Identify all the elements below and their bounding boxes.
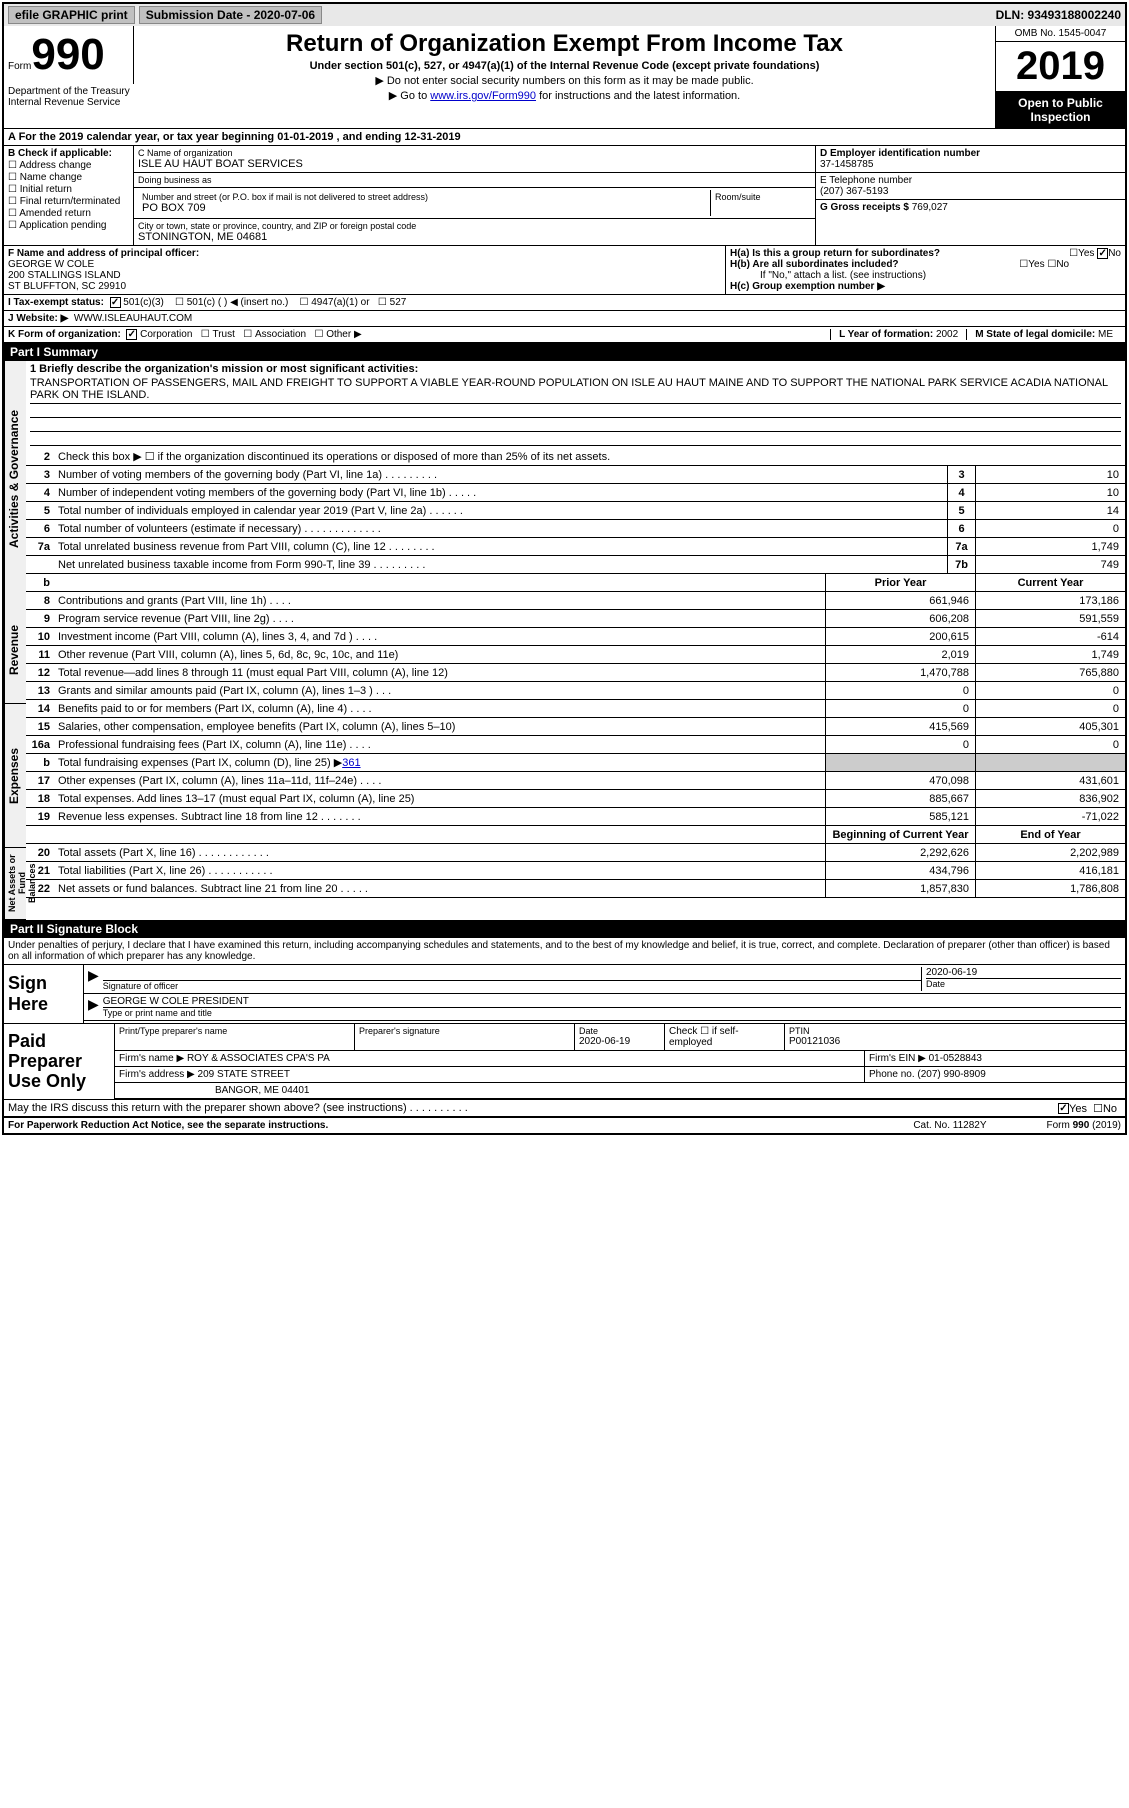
header-row: Form990 Department of the Treasury Inter…	[4, 26, 1125, 129]
officer-name: GEORGE W COLE	[8, 259, 94, 270]
side-expenses: Expenses	[4, 704, 26, 848]
dln: DLN: 93493188002240	[996, 8, 1121, 22]
gross-value: 769,027	[912, 202, 948, 213]
col-h: H(a) Is this a group return for subordin…	[725, 246, 1125, 294]
phone-value: (207) 367-5193	[820, 186, 1121, 197]
dept-treasury: Department of the Treasury Internal Reve…	[4, 84, 134, 110]
website-value: WWW.ISLEAUHAUT.COM	[74, 313, 192, 324]
subtitle: Under section 501(c), 527, or 4947(a)(1)…	[138, 60, 991, 72]
col-d: D Employer identification number 37-1458…	[815, 146, 1125, 245]
chk-name[interactable]: ☐ Name change	[8, 172, 129, 183]
chk-pending[interactable]: ☐ Application pending	[8, 220, 129, 231]
side-revenue: Revenue	[4, 596, 26, 704]
col-b: B Check if applicable: ☐ Address change …	[4, 146, 134, 245]
mission-block: 1 Briefly describe the organization's mi…	[26, 361, 1125, 448]
chk-initial[interactable]: ☐ Initial return	[8, 184, 129, 195]
sign-here-row: Sign Here ▶ Signature of officer 2020-06…	[4, 965, 1125, 1023]
inspection-badge: Open to Public Inspection	[996, 92, 1125, 128]
col-c: C Name of organization ISLE AU HAUT BOAT…	[134, 146, 815, 245]
efile-print-button[interactable]: efile GRAPHIC print	[8, 6, 135, 24]
dba-label: Doing business as	[138, 175, 811, 185]
paid-label: Paid Preparer Use Only	[4, 1024, 114, 1099]
submission-date-button[interactable]: Submission Date - 2020-07-06	[139, 6, 322, 24]
form-word: Form	[8, 61, 31, 72]
title-block: Return of Organization Exempt From Incom…	[134, 26, 995, 128]
phone-label: E Telephone number	[820, 175, 1121, 186]
section-bc: B Check if applicable: ☐ Address change …	[4, 146, 1125, 246]
form-title: Return of Organization Exempt From Incom…	[138, 30, 991, 58]
gross-label: G Gross receipts $	[820, 202, 909, 213]
col-f: F Name and address of principal officer:…	[4, 246, 725, 294]
ha-no-checked	[1097, 248, 1108, 259]
omb: OMB No. 1545-0047	[996, 26, 1125, 42]
ein-value: 37-1458785	[820, 159, 1121, 170]
city-value: STONINGTON, ME 04681	[138, 231, 811, 243]
chk-501c3	[110, 297, 121, 308]
line16b-link[interactable]: 361	[342, 757, 360, 769]
form-id-block: Form990 Department of the Treasury Inter…	[4, 26, 134, 128]
org-name: ISLE AU HAUT BOAT SERVICES	[138, 158, 811, 170]
officer-addr1: 200 STALLINGS ISLAND	[8, 270, 121, 281]
addr-label: Number and street (or P.O. box if mail i…	[142, 192, 706, 202]
chk-amended[interactable]: ☐ Amended return	[8, 208, 129, 219]
tax-year: 2019	[996, 42, 1125, 92]
kform-row: K Form of organization: Corporation ☐ Tr…	[4, 327, 1125, 343]
addr-value: PO BOX 709	[142, 202, 706, 214]
tax-status-row: I Tax-exempt status: 501(c)(3) ☐ 501(c) …	[4, 295, 1125, 311]
name-label: C Name of organization	[138, 148, 811, 158]
ein-label: D Employer identification number	[820, 148, 980, 159]
city-label: City or town, state or province, country…	[138, 221, 811, 231]
discuss-yes	[1058, 1103, 1069, 1114]
summary-body: Activities & Governance Revenue Expenses…	[4, 361, 1125, 920]
side-netassets: Net Assets or Fund Balances	[4, 848, 26, 920]
row-a: A For the 2019 calendar year, or tax yea…	[4, 129, 1125, 146]
form-container: efile GRAPHIC print Submission Date - 20…	[2, 2, 1127, 1135]
note-link: ▶ Go to www.irs.gov/Form990 for instruct…	[138, 89, 991, 102]
irs-link[interactable]: www.irs.gov/Form990	[430, 90, 536, 102]
officer-addr2: ST BLUFFTON, SC 29910	[8, 281, 126, 292]
mission-text: TRANSPORTATION OF PASSENGERS, MAIL AND F…	[30, 375, 1121, 404]
chk-final[interactable]: ☐ Final return/terminated	[8, 196, 129, 207]
side-governance: Activities & Governance	[4, 361, 26, 596]
sign-here-label: Sign Here	[4, 965, 84, 1023]
col-b-label: B Check if applicable:	[8, 148, 112, 159]
declaration: Under penalties of perjury, I declare th…	[4, 938, 1125, 965]
part2-header: Part II Signature Block	[4, 920, 1125, 938]
note-ssn: ▶ Do not enter social security numbers o…	[138, 74, 991, 87]
footer: For Paperwork Reduction Act Notice, see …	[4, 1117, 1125, 1133]
paid-preparer-row: Paid Preparer Use Only Print/Type prepar…	[4, 1023, 1125, 1099]
form-number: 990	[31, 30, 104, 79]
chk-address[interactable]: ☐ Address change	[8, 160, 129, 171]
website-row: J Website: ▶ WWW.ISLEAUHAUT.COM	[4, 311, 1125, 327]
right-block: OMB No. 1545-0047 2019 Open to Public In…	[995, 26, 1125, 128]
top-bar: efile GRAPHIC print Submission Date - 20…	[4, 4, 1125, 26]
chk-corp	[126, 329, 137, 340]
room-label: Room/suite	[715, 192, 807, 202]
row-fh: F Name and address of principal officer:…	[4, 246, 1125, 295]
part1-header: Part I Summary	[4, 343, 1125, 361]
